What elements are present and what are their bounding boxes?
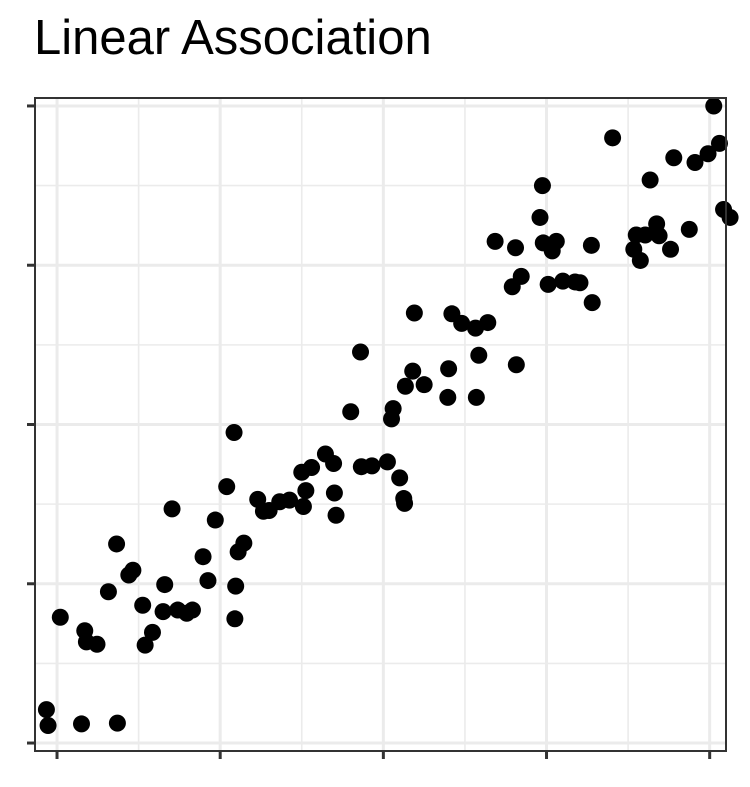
scatter-point [134,596,152,614]
scatter-point [686,154,704,172]
scatter-point [227,577,245,595]
scatter-point [470,346,488,364]
scatter-point [467,388,485,406]
x-axis-ticks [55,751,712,759]
scatter-point [583,294,601,312]
scatter-point [479,314,497,332]
scatter-point [108,535,126,553]
scatter-point [199,572,217,590]
scatter-point [218,478,236,496]
scatter-point [327,506,345,524]
scatter-point [415,376,433,394]
scatter-point [156,576,174,594]
scatter-point [547,232,565,250]
scatter-point [571,274,589,292]
scatter-point [486,232,504,250]
scatter-point [440,360,458,378]
major-gridlines [35,98,726,751]
scatter-point [699,145,717,163]
scatter-point [136,636,154,654]
scatter-point [281,491,299,509]
scatter-point [108,714,126,732]
scatter-point [163,500,181,518]
scatter-point [405,304,423,322]
scatter-point [507,356,525,374]
scatter-point [225,423,243,441]
scatter-point [636,226,654,244]
scatter-point [325,455,343,473]
scatter-point [507,239,525,257]
scatter-point [352,343,370,361]
scatter-point [51,608,69,626]
scatter-point [206,511,224,529]
scatter-point [396,494,414,512]
scatter-point [641,171,659,189]
scatter-point [37,701,55,719]
scatter-point [384,400,402,418]
scatter-point [396,377,414,395]
scatter-point [721,208,739,226]
scatter-point [235,534,253,552]
data-points [37,97,739,735]
scatter-point [439,388,457,406]
scatter-point [650,227,668,245]
chart-title: Linear Association [34,11,432,65]
scatter-point [604,129,622,147]
scatter-point [88,635,106,653]
scatter-point [194,548,212,566]
scatter-point [294,498,312,516]
scatter-point [154,603,172,621]
scatter-point [665,149,683,167]
scatter-point [705,97,723,115]
scatter-point [342,403,360,421]
scatter-point [325,484,343,502]
scatter-point [391,469,409,487]
scatter-point [680,220,698,238]
scatter-point [143,623,161,641]
scatter-point [710,134,728,152]
scatter-point [554,272,572,290]
scatter-point [453,314,471,332]
scatter-point [533,177,551,195]
scatter-point [39,717,57,735]
scatter-point [582,236,600,254]
scatter-point [303,459,321,477]
scatter-point [404,362,422,380]
scatter-point [73,715,91,733]
scatter-point [539,275,557,293]
scatter-point [124,561,142,579]
scatter-point [378,453,396,471]
y-axis-ticks [27,104,35,745]
scatter-point [631,251,649,269]
scatter-point [531,208,549,226]
scatter-point [297,482,315,500]
scatter-point [662,240,680,258]
scatter-point [226,610,244,628]
scatter-point [183,601,201,619]
scatter-point [512,267,530,285]
scatter-point [99,583,117,601]
scatter-point [363,457,381,475]
